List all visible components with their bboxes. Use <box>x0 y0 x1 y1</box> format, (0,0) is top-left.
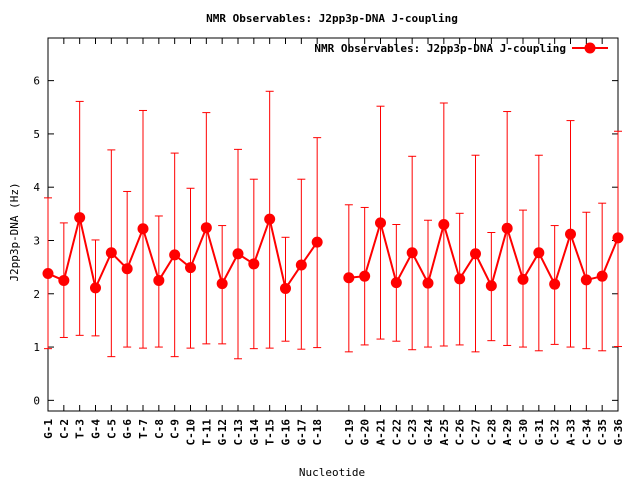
error-bars <box>44 90 622 360</box>
x-tick-label: C-27 <box>470 419 483 446</box>
x-tick-label: T-11 <box>200 419 213 446</box>
data-point <box>580 274 592 286</box>
x-tick-label: G-14 <box>248 419 261 446</box>
data-point <box>485 280 497 292</box>
x-tick-label: C-26 <box>454 419 467 446</box>
data-point <box>90 282 101 294</box>
x-tick-label: C-22 <box>390 419 403 446</box>
x-axis-ticks: G-1 C-2 T-3 G-4 C-5 G-6 T-7 C-8 C-9 C-10 T-11 G-12 C… <box>42 38 625 446</box>
y-tick-label: 6 <box>33 75 40 88</box>
data-point <box>454 273 466 285</box>
data-point <box>343 272 355 284</box>
data-point <box>137 223 149 235</box>
y-axis-label: J2pp3p-DNA (Hz) <box>8 182 21 281</box>
data-points <box>42 212 624 294</box>
chart-title: NMR Observables: J2pp3p-DNA J-coupling <box>206 12 458 25</box>
x-tick-label: G-16 <box>280 419 293 446</box>
data-point <box>169 249 181 261</box>
data-point <box>565 228 576 240</box>
x-tick-label: T-15 <box>264 419 277 446</box>
data-point <box>311 236 323 248</box>
x-tick-label: C-30 <box>517 419 530 446</box>
data-point <box>185 262 196 274</box>
x-tick-label: C-18 <box>311 419 324 446</box>
data-point <box>216 278 228 290</box>
y-axis-ticks: 0 1 2 3 4 5 6 <box>33 75 618 407</box>
x-tick-label: A-33 <box>565 419 578 446</box>
legend-marker-sample <box>584 42 596 54</box>
data-point <box>390 277 402 289</box>
data-point <box>422 277 434 289</box>
x-tick-label: G-24 <box>422 419 435 446</box>
x-tick-label: C-5 <box>105 419 118 439</box>
y-tick-label: 5 <box>33 128 40 141</box>
series-line <box>348 219 619 289</box>
x-tick-label: C-10 <box>185 419 198 446</box>
x-tick-label: A-25 <box>438 419 451 446</box>
x-tick-label: G-20 <box>359 419 372 446</box>
data-point <box>596 270 608 282</box>
data-point <box>501 222 513 234</box>
x-tick-label: C-28 <box>485 419 498 446</box>
x-tick-label: C-23 <box>406 419 419 446</box>
data-point <box>533 247 545 259</box>
y-tick-label: 1 <box>33 341 40 354</box>
x-tick-label: G-1 <box>42 419 55 439</box>
x-tick-label: G-17 <box>295 419 308 446</box>
y-tick-label: 4 <box>33 181 40 194</box>
data-point <box>549 278 561 290</box>
data-point <box>248 258 260 270</box>
x-tick-label: G-4 <box>90 419 103 439</box>
x-tick-label: C-2 <box>58 419 71 439</box>
data-point <box>105 247 117 259</box>
data-point <box>74 212 86 224</box>
x-tick-label: C-13 <box>232 419 245 446</box>
x-tick-label: T-7 <box>137 419 150 439</box>
data-point <box>153 274 165 286</box>
x-tick-label: C-8 <box>153 419 166 439</box>
y-tick-label: 3 <box>33 234 40 247</box>
data-point <box>406 247 418 259</box>
x-tick-label: C-19 <box>343 419 356 446</box>
data-point <box>612 232 624 244</box>
data-point <box>58 274 70 286</box>
data-point <box>280 282 291 294</box>
data-point <box>264 213 276 225</box>
x-tick-label: C-34 <box>580 419 593 446</box>
data-point <box>438 219 450 230</box>
x-tick-label: A-29 <box>501 419 514 446</box>
data-point <box>295 259 307 271</box>
data-point <box>375 217 386 229</box>
data-point <box>121 263 133 275</box>
x-tick-label: C-9 <box>169 419 182 439</box>
legend: NMR Observables: J2pp3p-DNA J-coupling <box>314 42 608 55</box>
y-tick-label: 0 <box>33 394 40 407</box>
data-point <box>359 270 371 282</box>
x-tick-label: C-32 <box>549 419 562 446</box>
x-tick-label: T-3 <box>74 419 87 439</box>
x-tick-label: A-21 <box>375 419 388 446</box>
data-point <box>42 268 54 280</box>
x-axis-label: Nucleotide <box>299 466 365 479</box>
x-tick-label: C-35 <box>596 419 609 446</box>
x-tick-label: G-12 <box>216 419 229 446</box>
x-tick-label: G-6 <box>121 419 134 439</box>
data-point <box>232 248 244 260</box>
series-line <box>47 215 318 292</box>
series-lines <box>47 215 619 292</box>
legend-label: NMR Observables: J2pp3p-DNA J-coupling <box>314 42 566 55</box>
data-point <box>517 273 529 285</box>
x-tick-label: G-31 <box>533 419 546 446</box>
x-tick-label: G-36 <box>612 419 625 446</box>
data-point <box>470 248 481 260</box>
data-point <box>200 222 212 234</box>
y-tick-label: 2 <box>33 288 40 301</box>
plot-frame <box>47 37 619 412</box>
